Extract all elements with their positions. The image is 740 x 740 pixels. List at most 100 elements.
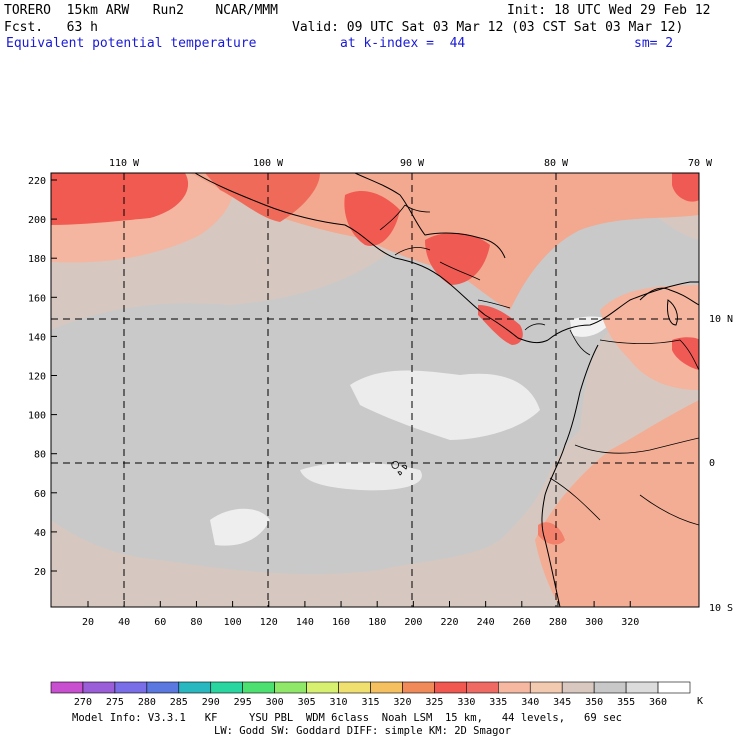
colorbar-swatch (242, 681, 275, 694)
colorbar-swatch (497, 681, 531, 694)
colorbar-label: 355 (617, 697, 635, 708)
colorbar-swatch (466, 681, 499, 694)
graticule (51, 173, 699, 607)
field-region-white-2 (210, 508, 270, 546)
x-axis: 20 40 60 80 100 120 140 160 180 200 220 240 260 280 30… (82, 601, 639, 628)
x-tick-label: 160 (332, 617, 350, 628)
y-tick-label: 60 (34, 489, 46, 500)
field-region-salmon-south (535, 400, 699, 607)
lon-label-100w: 100 W (253, 158, 284, 169)
y-tick-label: 220 (28, 176, 46, 187)
colorbar-label: 285 (170, 697, 188, 708)
colorbar-swatch (306, 681, 339, 694)
model-run-label: TORERO 15km ARW Run2 NCAR/MMM (4, 3, 278, 18)
colorbar-label: 335 (489, 697, 507, 708)
colorbar-swatch (274, 681, 307, 694)
y-tick-label: 40 (34, 528, 46, 539)
colorbar-label: 360 (649, 697, 667, 708)
smoothing-label: sm= 2 (634, 36, 674, 51)
x-tick-label: 280 (549, 617, 567, 628)
forecast-hour-label: Fcst. 63 h (4, 20, 98, 35)
field-region-red-guatemala (344, 190, 400, 246)
x-tick-label: 180 (368, 617, 386, 628)
init-time-label: Init: 18 UTC Wed 29 Feb 12 (507, 3, 711, 18)
x-tick-label: 60 (154, 617, 166, 628)
y-tick-label: 120 (28, 372, 46, 383)
border-panama-colombia (569, 329, 591, 356)
colorbar-label: 350 (585, 697, 603, 708)
colorbar-unit: K (697, 696, 703, 707)
x-tick-label: 200 (404, 617, 422, 628)
colorbar-swatch (657, 681, 691, 694)
colorbar-swatch (593, 681, 627, 694)
field-region-white-4 (300, 462, 422, 491)
x-tick-label: 100 (224, 617, 242, 628)
field-region-red-nw (51, 173, 189, 225)
colorbar-swatch (146, 681, 180, 694)
y-tick-label: 140 (28, 332, 46, 343)
field-region-red-venezuela (672, 337, 699, 370)
field-region-salmon-ne (600, 285, 699, 390)
colorbar-swatch (561, 681, 595, 694)
colorbar-label: 310 (330, 697, 348, 708)
colorbar-label: 345 (553, 697, 571, 708)
x-tick-label: 240 (477, 617, 495, 628)
field-region-red-ne (672, 173, 699, 202)
x-tick-label: 260 (513, 617, 531, 628)
colorbar-label: 275 (106, 697, 124, 708)
colorbar-swatch (434, 681, 467, 694)
x-tick-label: 120 (260, 617, 278, 628)
x-tick-label: 220 (440, 617, 458, 628)
lat-label-10s: 10 S (709, 603, 733, 614)
field-region-white-1 (350, 370, 540, 440)
coastline-colombia-pacific (541, 344, 599, 607)
colorbar-label: 340 (521, 697, 539, 708)
colorbar-swatch (338, 681, 371, 694)
colorbar-label: 270 (74, 697, 92, 708)
coastline-panama-colombia (547, 281, 699, 341)
x-tick-label: 320 (621, 617, 639, 628)
y-tick-label: 160 (28, 293, 46, 304)
colorbar-label: 330 (457, 697, 475, 708)
border-belize (404, 204, 431, 213)
galapagos-islands (391, 461, 408, 476)
y-tick-label: 180 (28, 254, 46, 265)
border-honduras-nicaragua (439, 261, 481, 281)
colorbar-label: 280 (138, 697, 156, 708)
colorbar-label: 300 (266, 697, 284, 708)
x-tick-label: 40 (118, 617, 130, 628)
lat-label-10n: 10 N (709, 314, 733, 325)
lon-label-110w: 110 W (109, 158, 140, 169)
x-tick-label: 20 (82, 617, 94, 628)
y-tick-label: 100 (28, 411, 46, 422)
border-colombia-venezuela (599, 339, 699, 371)
x-tick-label: 140 (296, 617, 314, 628)
colorbar-swatch (210, 681, 244, 694)
coastline-venezuela (639, 287, 699, 306)
colorbar-label: 295 (234, 697, 252, 708)
colorbar-swatch (402, 681, 435, 694)
coastline-yucatan (354, 173, 506, 259)
valid-time-label: Valid: 09 UTC Sat 03 Mar 12 (03 CST Sat … (292, 20, 684, 35)
colorbar-swatch (114, 681, 148, 694)
border-colombia-ecuador-peru (574, 437, 699, 454)
y-axis: 20 40 60 80 100 120 140 160 180 200 220 (28, 176, 57, 578)
map-field (51, 173, 699, 607)
model-info-line: Model Info: V3.3.1 KF YSU PBL WDM 6class… (72, 712, 622, 724)
colorbar-swatch (82, 681, 116, 694)
lake-maracaibo (667, 299, 678, 326)
border-guatemala-mexico (379, 204, 406, 231)
border-peru-brazil (639, 494, 699, 526)
field-region-white-3 (570, 316, 612, 337)
colorbar: 270 275 280 285 290 295 300 305 310 315 320 325 330 3… (50, 681, 691, 708)
y-tick-label: 20 (34, 567, 46, 578)
lon-label-70w: 70 W (688, 158, 713, 169)
y-tick-label: 80 (34, 450, 46, 461)
colorbar-swatch (370, 681, 403, 694)
colorbar-swatch (178, 681, 212, 694)
x-tick-label: 300 (585, 617, 603, 628)
border-costarica-panama (524, 323, 546, 331)
x-tick-label: 80 (190, 617, 202, 628)
field-region-red-mexico (205, 173, 320, 222)
border-ecuador-peru (549, 477, 601, 521)
